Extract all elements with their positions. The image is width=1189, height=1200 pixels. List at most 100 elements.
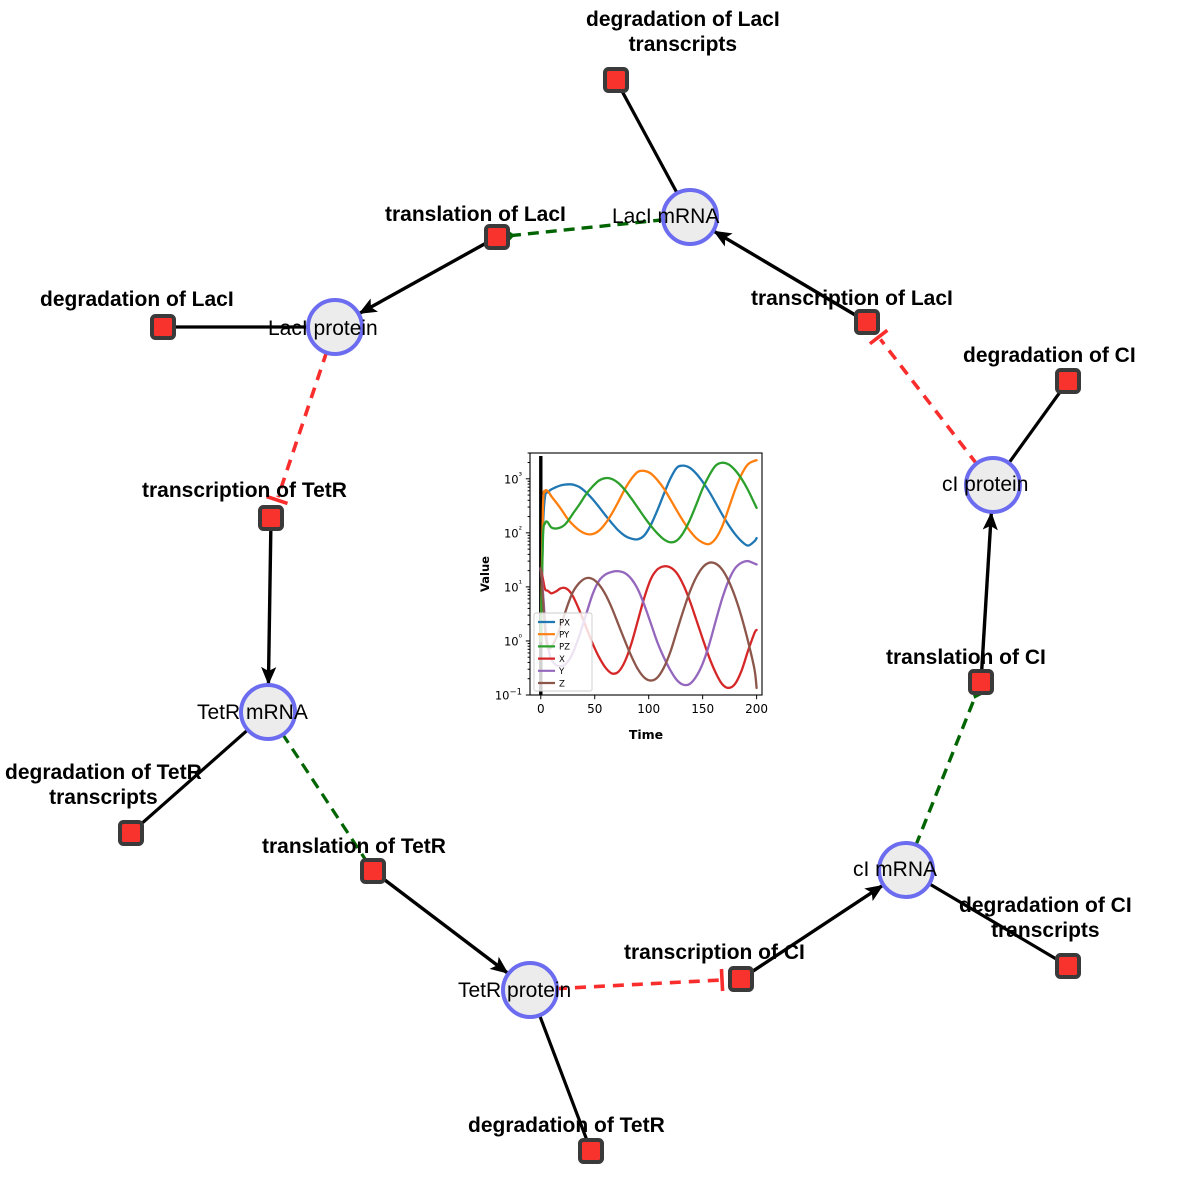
reaction-node-degr_ci[interactable]	[1055, 368, 1081, 394]
inhibition-tee-marker	[719, 968, 725, 992]
reaction-label-transl_tetr-line-1: translation of TetR	[262, 835, 446, 858]
chart-xtick-label: 200	[745, 702, 768, 716]
reaction-label-transcr_ci-line-1: transcription of CI	[624, 941, 805, 964]
species-node-laci_protein[interactable]	[306, 298, 364, 356]
chart-xtick-label: 150	[691, 702, 714, 716]
species-node-ci_protein[interactable]	[964, 456, 1022, 514]
edge-laci_protein-to-transcr_tetr	[266, 351, 329, 506]
substrate-arrowhead	[864, 884, 884, 902]
reaction-square[interactable]	[118, 820, 144, 846]
edge-tetr_mrna-to-degr_tetr_transcripts	[138, 728, 250, 827]
species-node-tetr_protein[interactable]	[501, 961, 559, 1019]
species-label-laci_protein-line-1: LacI protein	[268, 317, 378, 340]
species-label-tetr_protein-line-1: TetR protein	[458, 979, 572, 1002]
reaction-label-transl_laci-line-1: translation of LacI	[385, 203, 566, 226]
reaction-label-transcr_tetr-line-1: transcription of TetR	[142, 479, 347, 502]
reaction-square[interactable]	[728, 966, 754, 992]
reaction-node-degr_ci_transcripts[interactable]	[1055, 953, 1081, 979]
reaction-square[interactable]	[1055, 368, 1081, 394]
inhibition-tee-marker	[266, 494, 289, 506]
reaction-label-degr_laci: degradation of LacI	[40, 288, 234, 313]
reaction-label-degr_laci_transcripts-line-2: transcripts	[628, 32, 738, 56]
substrate-arrowhead	[713, 230, 733, 247]
reaction-square[interactable]	[360, 858, 386, 884]
reaction-label-degr_tetr-line-1: degradation of TetR	[468, 1114, 665, 1137]
species-label-ci_protein: cI protein	[942, 473, 1028, 498]
species-circle[interactable]	[239, 683, 297, 741]
chart-series-X	[539, 565, 758, 690]
reaction-label-degr_ci_transcripts-line-1: degradation of CI	[959, 894, 1132, 917]
reaction-node-transl_tetr[interactable]	[360, 858, 386, 884]
reaction-square[interactable]	[578, 1138, 604, 1164]
edge-transcr_laci-to-laci_mrna	[713, 229, 859, 318]
chart-xtick-label: 100	[637, 702, 660, 716]
reaction-square[interactable]	[258, 505, 284, 531]
species-circle[interactable]	[877, 841, 935, 899]
species-node-laci_mrna[interactable]	[661, 188, 719, 246]
reaction-square[interactable]	[150, 314, 176, 340]
edge-tetr_mrna-to-transl_tetr	[280, 732, 369, 863]
reaction-label-transl_ci-line-1: translation of CI	[886, 646, 1046, 669]
reaction-node-transcr_ci[interactable]	[728, 966, 754, 992]
species-node-tetr_mrna[interactable]	[239, 683, 297, 741]
species-circle[interactable]	[306, 298, 364, 356]
inhibition-tee-marker	[868, 328, 889, 346]
reaction-node-transcr_laci[interactable]	[854, 309, 880, 335]
reaction-label-degr_tetr: degradation of TetR	[468, 1114, 665, 1139]
reaction-node-degr_tetr_transcripts[interactable]	[118, 820, 144, 846]
reaction-square[interactable]	[603, 67, 629, 93]
species-label-laci_mrna-line-1: LacI mRNA	[612, 205, 720, 228]
reaction-square[interactable]	[968, 669, 994, 695]
species-label-tetr_protein: TetR protein	[458, 979, 571, 1004]
edge-transcr_ci-to-ci_mrna	[749, 884, 884, 975]
reaction-node-degr_laci_transcripts[interactable]	[603, 67, 629, 93]
chart-ytick-label: 10³	[504, 471, 522, 486]
reaction-node-transl_ci[interactable]	[968, 669, 994, 695]
chart-legend-label-Z: Z	[559, 679, 565, 689]
chart-legend-label-PY: PY	[559, 631, 570, 641]
reaction-label-transcr_tetr: transcription of TetR	[142, 479, 347, 504]
chart-ytick-label: 10−1	[495, 688, 522, 703]
reaction-square[interactable]	[484, 224, 510, 250]
reaction-label-degr_tetr_transcripts-line-1: degradation of TetR	[5, 761, 202, 784]
species-label-ci_mrna-line-1: cI mRNA	[853, 858, 937, 881]
edge-tetr_protein-to-transcr_ci	[555, 968, 725, 992]
species-circle[interactable]	[501, 961, 559, 1019]
edge-ci_protein-to-degr_ci	[1006, 388, 1063, 465]
species-circle[interactable]	[964, 456, 1022, 514]
chart-series-PY	[539, 459, 758, 643]
chart-legend-label-PX: PX	[559, 618, 570, 628]
reaction-square[interactable]	[1055, 953, 1081, 979]
reaction-label-transcr_laci-line-1: transcription of LacI	[751, 287, 953, 310]
reaction-node-transcr_tetr[interactable]	[258, 505, 284, 531]
edge-tetr_protein-to-degr_tetr	[537, 1013, 589, 1142]
reaction-square[interactable]	[854, 309, 880, 335]
reaction-label-degr_tetr_transcripts: degradation of TetR transcripts	[5, 761, 202, 811]
chart-legend-label-X: X	[559, 655, 565, 665]
species-circle[interactable]	[661, 188, 719, 246]
edge-layer	[138, 88, 1063, 1142]
edge-ci_protein-to-transcr_laci	[868, 328, 979, 466]
chart-ytick-label: 10¹	[504, 579, 522, 594]
substrate-arrowhead	[982, 511, 998, 531]
chart-ytick-label: 10²	[504, 525, 522, 540]
reaction-node-degr_laci[interactable]	[150, 314, 176, 340]
chart-xtick-label: 50	[587, 702, 602, 716]
edge-degr_laci_transcripts-to-laci_mrna	[619, 88, 680, 195]
edge-transl_tetr-to-tetr_protein	[380, 876, 509, 975]
reaction-label-degr_ci_transcripts-line-2: transcripts	[991, 918, 1100, 942]
reaction-label-degr_laci_transcripts-line-1: degradation of LacI	[586, 8, 780, 31]
species-node-ci_mrna[interactable]	[877, 841, 935, 899]
chart-xlabel: Time	[629, 727, 663, 742]
species-label-ci_protein-line-1: cI protein	[942, 473, 1029, 496]
edge-ci_mrna-to-degr_ci_transcripts	[927, 881, 1060, 962]
reaction-node-transl_laci[interactable]	[484, 224, 510, 250]
chart-legend-label-Y: Y	[558, 667, 565, 677]
reaction-label-degr_laci-line-1: degradation of LacI	[40, 288, 234, 311]
reaction-label-degr_ci: degradation of CI	[963, 344, 1136, 369]
reaction-label-transcr_ci: transcription of CI	[624, 941, 805, 966]
reaction-node-degr_tetr[interactable]	[578, 1138, 604, 1164]
substrate-arrowhead	[261, 666, 277, 686]
